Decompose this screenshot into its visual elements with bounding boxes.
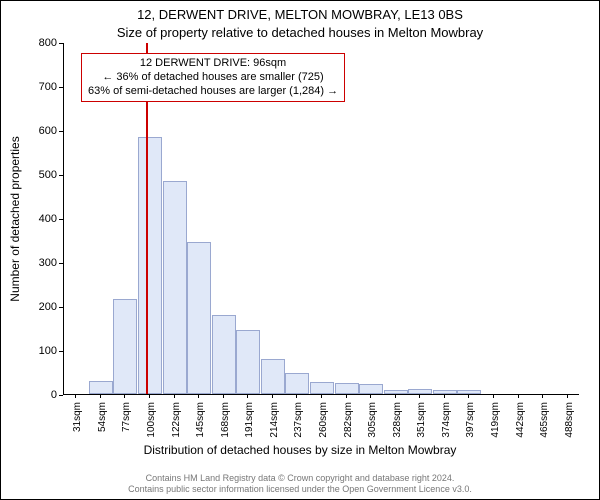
histogram-bar xyxy=(138,137,162,394)
histogram-bar xyxy=(89,381,113,394)
chart-title-1: 12, DERWENT DRIVE, MELTON MOWBRAY, LE13 … xyxy=(1,7,599,22)
copyright-text: Contains HM Land Registry data © Crown c… xyxy=(1,473,599,495)
x-tick-label: 282sqm xyxy=(343,402,354,438)
annotation-box: 12 DERWENT DRIVE: 96sqm ← 36% of detache… xyxy=(81,53,345,102)
x-tick-label: 100sqm xyxy=(146,402,157,438)
x-tick-label: 168sqm xyxy=(220,402,231,438)
x-tick-label: 122sqm xyxy=(171,402,182,438)
histogram-bar xyxy=(310,382,334,394)
x-tick-label: 260sqm xyxy=(318,402,329,438)
annotation-line-1: 12 DERWENT DRIVE: 96sqm xyxy=(88,57,338,71)
histogram-bar xyxy=(187,242,211,394)
annotation-line-2: ← 36% of detached houses are smaller (72… xyxy=(88,71,338,85)
y-tick-label: 300 xyxy=(7,257,57,269)
annotation-line-3: 63% of semi-detached houses are larger (… xyxy=(88,85,338,99)
histogram-bar xyxy=(236,330,260,394)
y-tick-label: 700 xyxy=(7,81,57,93)
histogram-bar xyxy=(163,181,187,394)
histogram-bar xyxy=(359,384,383,394)
histogram-bar xyxy=(261,359,285,394)
y-tick-label: 0 xyxy=(7,389,57,401)
x-tick-label: 214sqm xyxy=(269,402,280,438)
histogram-bar xyxy=(433,390,457,394)
x-tick-label: 374sqm xyxy=(441,402,452,438)
histogram-bar xyxy=(384,390,408,394)
x-tick-label: 145sqm xyxy=(195,402,206,438)
y-tick-label: 600 xyxy=(7,125,57,137)
histogram-bar xyxy=(285,373,309,394)
histogram-bar xyxy=(113,299,137,394)
y-tick-label: 800 xyxy=(7,37,57,49)
x-tick-label: 351sqm xyxy=(416,402,427,438)
histogram-bar xyxy=(212,315,236,394)
x-tick-label: 31sqm xyxy=(72,402,83,432)
y-tick-label: 500 xyxy=(7,169,57,181)
x-axis-label: Distribution of detached houses by size … xyxy=(1,443,599,457)
x-tick-label: 328sqm xyxy=(392,402,403,438)
histogram-bar xyxy=(335,383,359,394)
x-tick-label: 54sqm xyxy=(97,402,108,432)
x-tick-label: 442sqm xyxy=(515,402,526,438)
x-tick-label: 237sqm xyxy=(293,402,304,438)
x-tick-label: 465sqm xyxy=(539,402,550,438)
y-tick-label: 100 xyxy=(7,345,57,357)
chart-title-2: Size of property relative to detached ho… xyxy=(1,25,599,40)
y-tick-label: 200 xyxy=(7,301,57,313)
x-tick-label: 397sqm xyxy=(465,402,476,438)
chart-container: 12, DERWENT DRIVE, MELTON MOWBRAY, LE13 … xyxy=(0,0,600,500)
x-tick-label: 419sqm xyxy=(490,402,501,438)
x-tick-label: 488sqm xyxy=(564,402,575,438)
x-tick-label: 77sqm xyxy=(121,402,132,432)
x-tick-label: 305sqm xyxy=(367,402,378,438)
x-tick-label: 191sqm xyxy=(244,402,255,438)
y-tick-label: 400 xyxy=(7,213,57,225)
